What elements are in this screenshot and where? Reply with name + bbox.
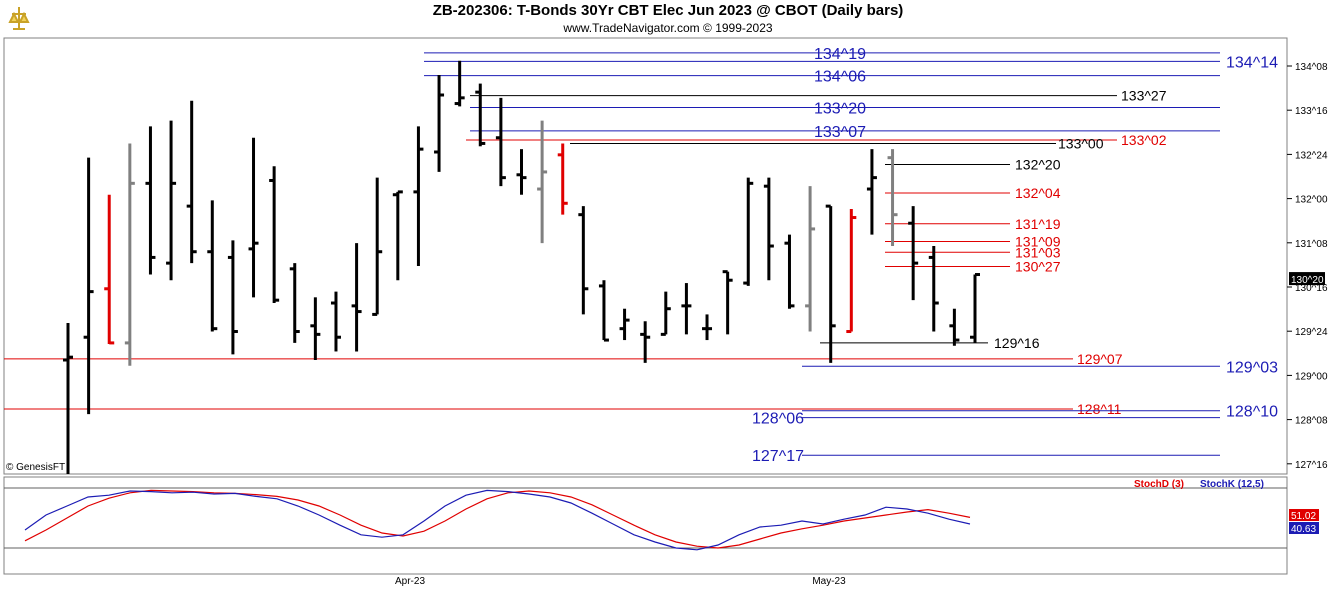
level-label: 128^10: [1226, 404, 1278, 421]
level-label: 132^04: [1015, 185, 1061, 201]
price-tick-label: 134^08: [1295, 62, 1328, 73]
level-label: 129^16: [994, 335, 1040, 351]
level-label: 131^03: [1015, 244, 1061, 260]
current-price-label: 130^20: [1291, 275, 1324, 286]
price-panel: [3, 37, 1288, 475]
price-tick-label: 129^24: [1295, 327, 1328, 338]
price-tick-label: 133^16: [1295, 106, 1328, 117]
time-tick-label: May-23: [812, 576, 846, 587]
level-label: 128^11: [1077, 401, 1122, 417]
level-label: 133^20: [814, 101, 866, 118]
price-tick-label: 132^00: [1295, 195, 1328, 206]
price-tick-label: 128^08: [1295, 416, 1328, 427]
logo-icon: [4, 4, 34, 34]
price-tick-label: 130^16: [1295, 283, 1328, 294]
stoch-legend: StochK (12,5): [1200, 479, 1264, 490]
level-label: 133^27: [1121, 88, 1167, 104]
stoch-legend: StochD (3): [1134, 479, 1184, 490]
chart-title: ZB-202306: T-Bonds 30Yr CBT Elec Jun 202…: [432, 2, 904, 19]
level-label: 131^09: [1015, 233, 1061, 249]
time-tick-label: Apr-23: [395, 576, 425, 587]
level-label: 132^20: [1015, 157, 1061, 173]
level-label: 129^03: [1226, 359, 1278, 376]
chart-subtitle: www.TradeNavigator.com © 1999-2023: [563, 21, 773, 35]
price-tick-label: 131^08: [1295, 239, 1328, 250]
level-label: 133^07: [814, 124, 866, 141]
level-label: 134^19: [814, 46, 866, 63]
level-label: 134^14: [1226, 54, 1278, 71]
level-label: 134^06: [814, 69, 866, 86]
current-price-badge: [1289, 272, 1325, 286]
copyright-label: © GenesisFT: [6, 462, 66, 473]
stoch-value-label: 51.02: [1291, 511, 1316, 522]
stoch-value-badge: [1289, 509, 1319, 521]
stoch-line: [24, 489, 971, 549]
level-label: 128^06: [752, 411, 804, 428]
price-tick-label: 127^16: [1295, 460, 1328, 471]
stoch-value-badge: [1289, 522, 1319, 534]
level-label: 129^07: [1077, 351, 1123, 367]
stoch-value-label: 40.63: [1291, 524, 1316, 535]
level-label: 127^17: [752, 448, 804, 465]
level-label: 133^02: [1121, 132, 1167, 148]
level-label: 130^27: [1015, 259, 1061, 275]
level-label: 133^00: [1058, 135, 1104, 151]
stoch-line: [24, 489, 971, 551]
level-label: 131^19: [1015, 216, 1061, 232]
price-tick-label: 132^24: [1295, 150, 1328, 161]
price-tick-label: 129^00: [1295, 371, 1328, 382]
